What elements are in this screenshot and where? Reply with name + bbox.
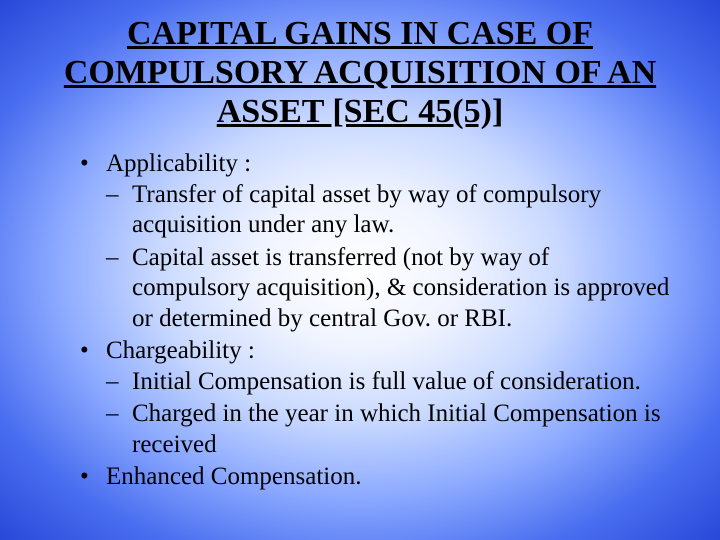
bullet-label: Chargeability : [106,337,255,364]
sub-item: Transfer of capital asset by way of comp… [106,180,670,241]
list-item: Enhanced Compensation. [80,462,670,493]
sub-list: Initial Compensation is full value of co… [106,367,670,461]
bullet-list: Applicability : Transfer of capital asse… [50,149,670,493]
list-item: Applicability : Transfer of capital asse… [80,149,670,334]
sub-item: Capital asset is transferred (not by way… [106,243,670,335]
bullet-label: Enhanced Compensation. [106,463,362,490]
sub-item: Charged in the year in which Initial Com… [106,399,670,460]
list-item: Chargeability : Initial Compensation is … [80,336,670,460]
slide-title: CAPITAL GAINS IN CASE OF COMPULSORY ACQU… [50,14,670,131]
sub-list: Transfer of capital asset by way of comp… [106,180,670,335]
bullet-label: Applicability : [106,150,251,177]
sub-item: Initial Compensation is full value of co… [106,367,670,398]
